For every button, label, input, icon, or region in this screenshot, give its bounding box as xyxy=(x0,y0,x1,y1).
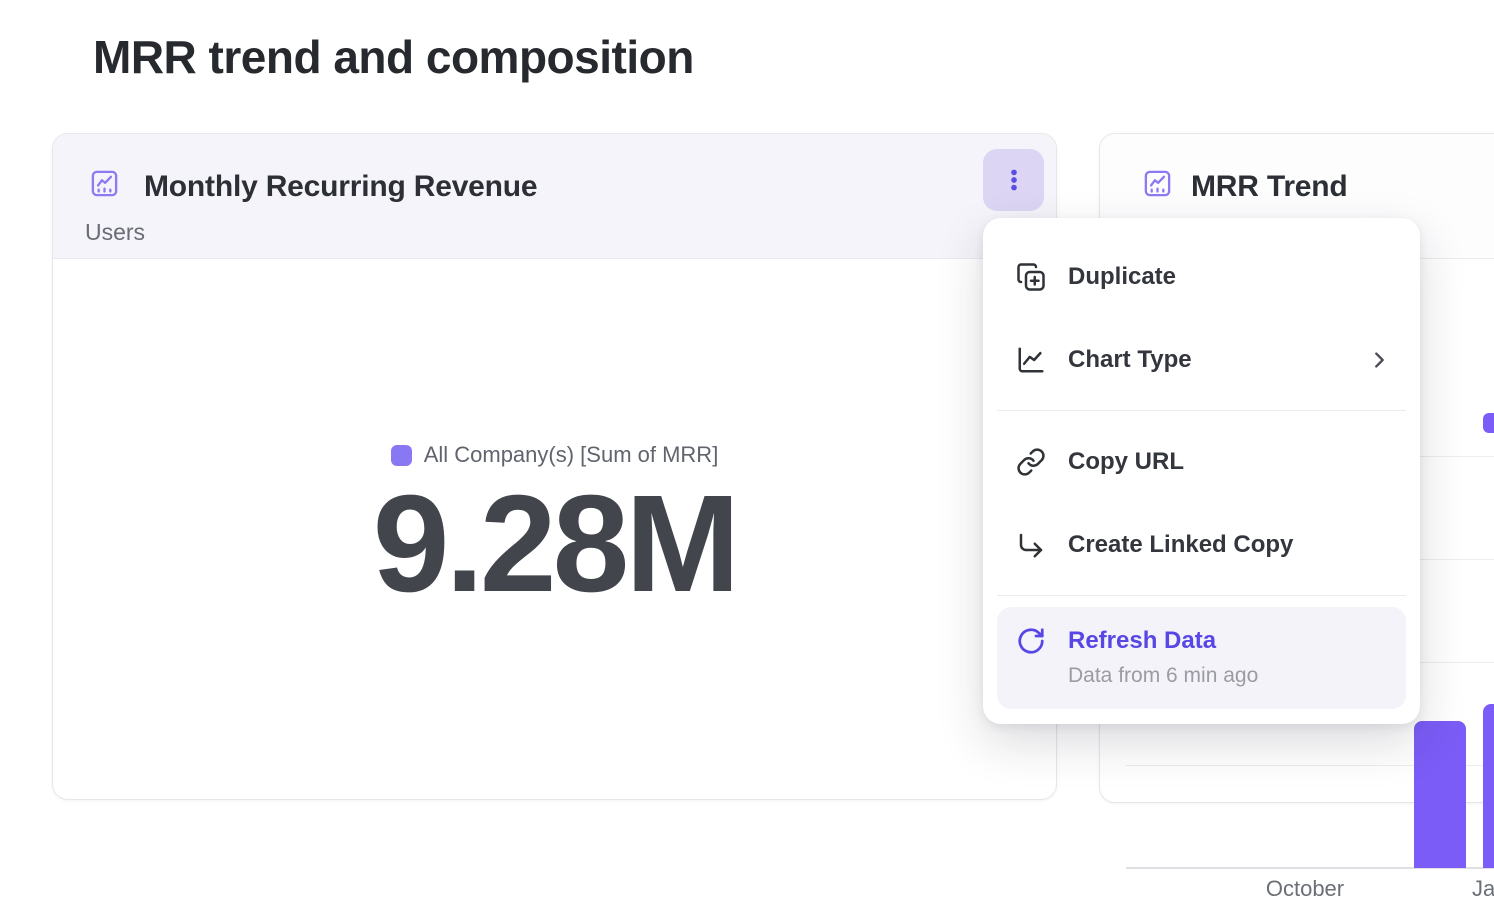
page-title: MRR trend and composition xyxy=(93,31,694,83)
menu-item-label: Refresh Data xyxy=(1068,627,1217,654)
chart-widget-icon xyxy=(1142,168,1173,199)
mrr-kpi-card: Monthly Recurring Revenue Users All Comp… xyxy=(52,133,1057,800)
mrr-kpi-card-title: Monthly Recurring Revenue xyxy=(144,170,538,203)
bar[interactable] xyxy=(1414,721,1466,868)
menu-item-copy-url[interactable]: Copy URL xyxy=(983,420,1420,503)
gridline xyxy=(1126,765,1494,766)
chevron-right-icon xyxy=(1368,349,1390,371)
menu-item-label: Duplicate xyxy=(1068,262,1177,290)
menu-item-label: Chart Type xyxy=(1068,345,1192,373)
menu-divider xyxy=(997,595,1406,596)
menu-item-duplicate[interactable]: Duplicate xyxy=(983,235,1420,318)
corner-down-right-icon xyxy=(1016,530,1046,560)
mrr-kpi-card-subtitle: Users xyxy=(85,219,146,245)
x-tick-label: October xyxy=(1265,876,1345,901)
legend-swatch xyxy=(390,444,412,466)
bar[interactable] xyxy=(1483,704,1494,868)
kebab-icon xyxy=(1001,167,1027,193)
trend-legend-swatch xyxy=(1483,413,1494,433)
menu-item-label: Copy URL xyxy=(1068,447,1184,475)
chart-type-icon xyxy=(1016,345,1046,375)
card-menu-button[interactable] xyxy=(983,149,1044,211)
x-tick-label: Ja xyxy=(1472,876,1494,901)
card-context-menu: Duplicate Chart Type Copy URL xyxy=(983,218,1420,724)
refresh-data-age: Data from 6 min ago xyxy=(1068,664,1259,687)
kpi-legend-label: All Company(s) [Sum of MRR] xyxy=(423,442,719,467)
kpi-value: 9.28M xyxy=(372,467,741,621)
mrr-trend-card-title: MRR Trend xyxy=(1191,170,1348,203)
duplicate-icon xyxy=(1016,262,1046,292)
menu-item-chart-type[interactable]: Chart Type xyxy=(983,318,1420,401)
menu-item-create-linked-copy[interactable]: Create Linked Copy xyxy=(983,503,1420,586)
refresh-icon xyxy=(1016,626,1046,656)
menu-divider xyxy=(997,410,1406,411)
link-icon xyxy=(1016,447,1046,477)
mrr-kpi-card-header: Monthly Recurring Revenue Users xyxy=(53,134,1056,259)
chart-widget-icon xyxy=(89,168,120,199)
kpi-legend: All Company(s) [Sum of MRR] xyxy=(53,442,1056,468)
menu-item-label: Create Linked Copy xyxy=(1068,530,1294,558)
menu-item-refresh-data[interactable]: Refresh Data Data from 6 min ago xyxy=(997,607,1406,709)
